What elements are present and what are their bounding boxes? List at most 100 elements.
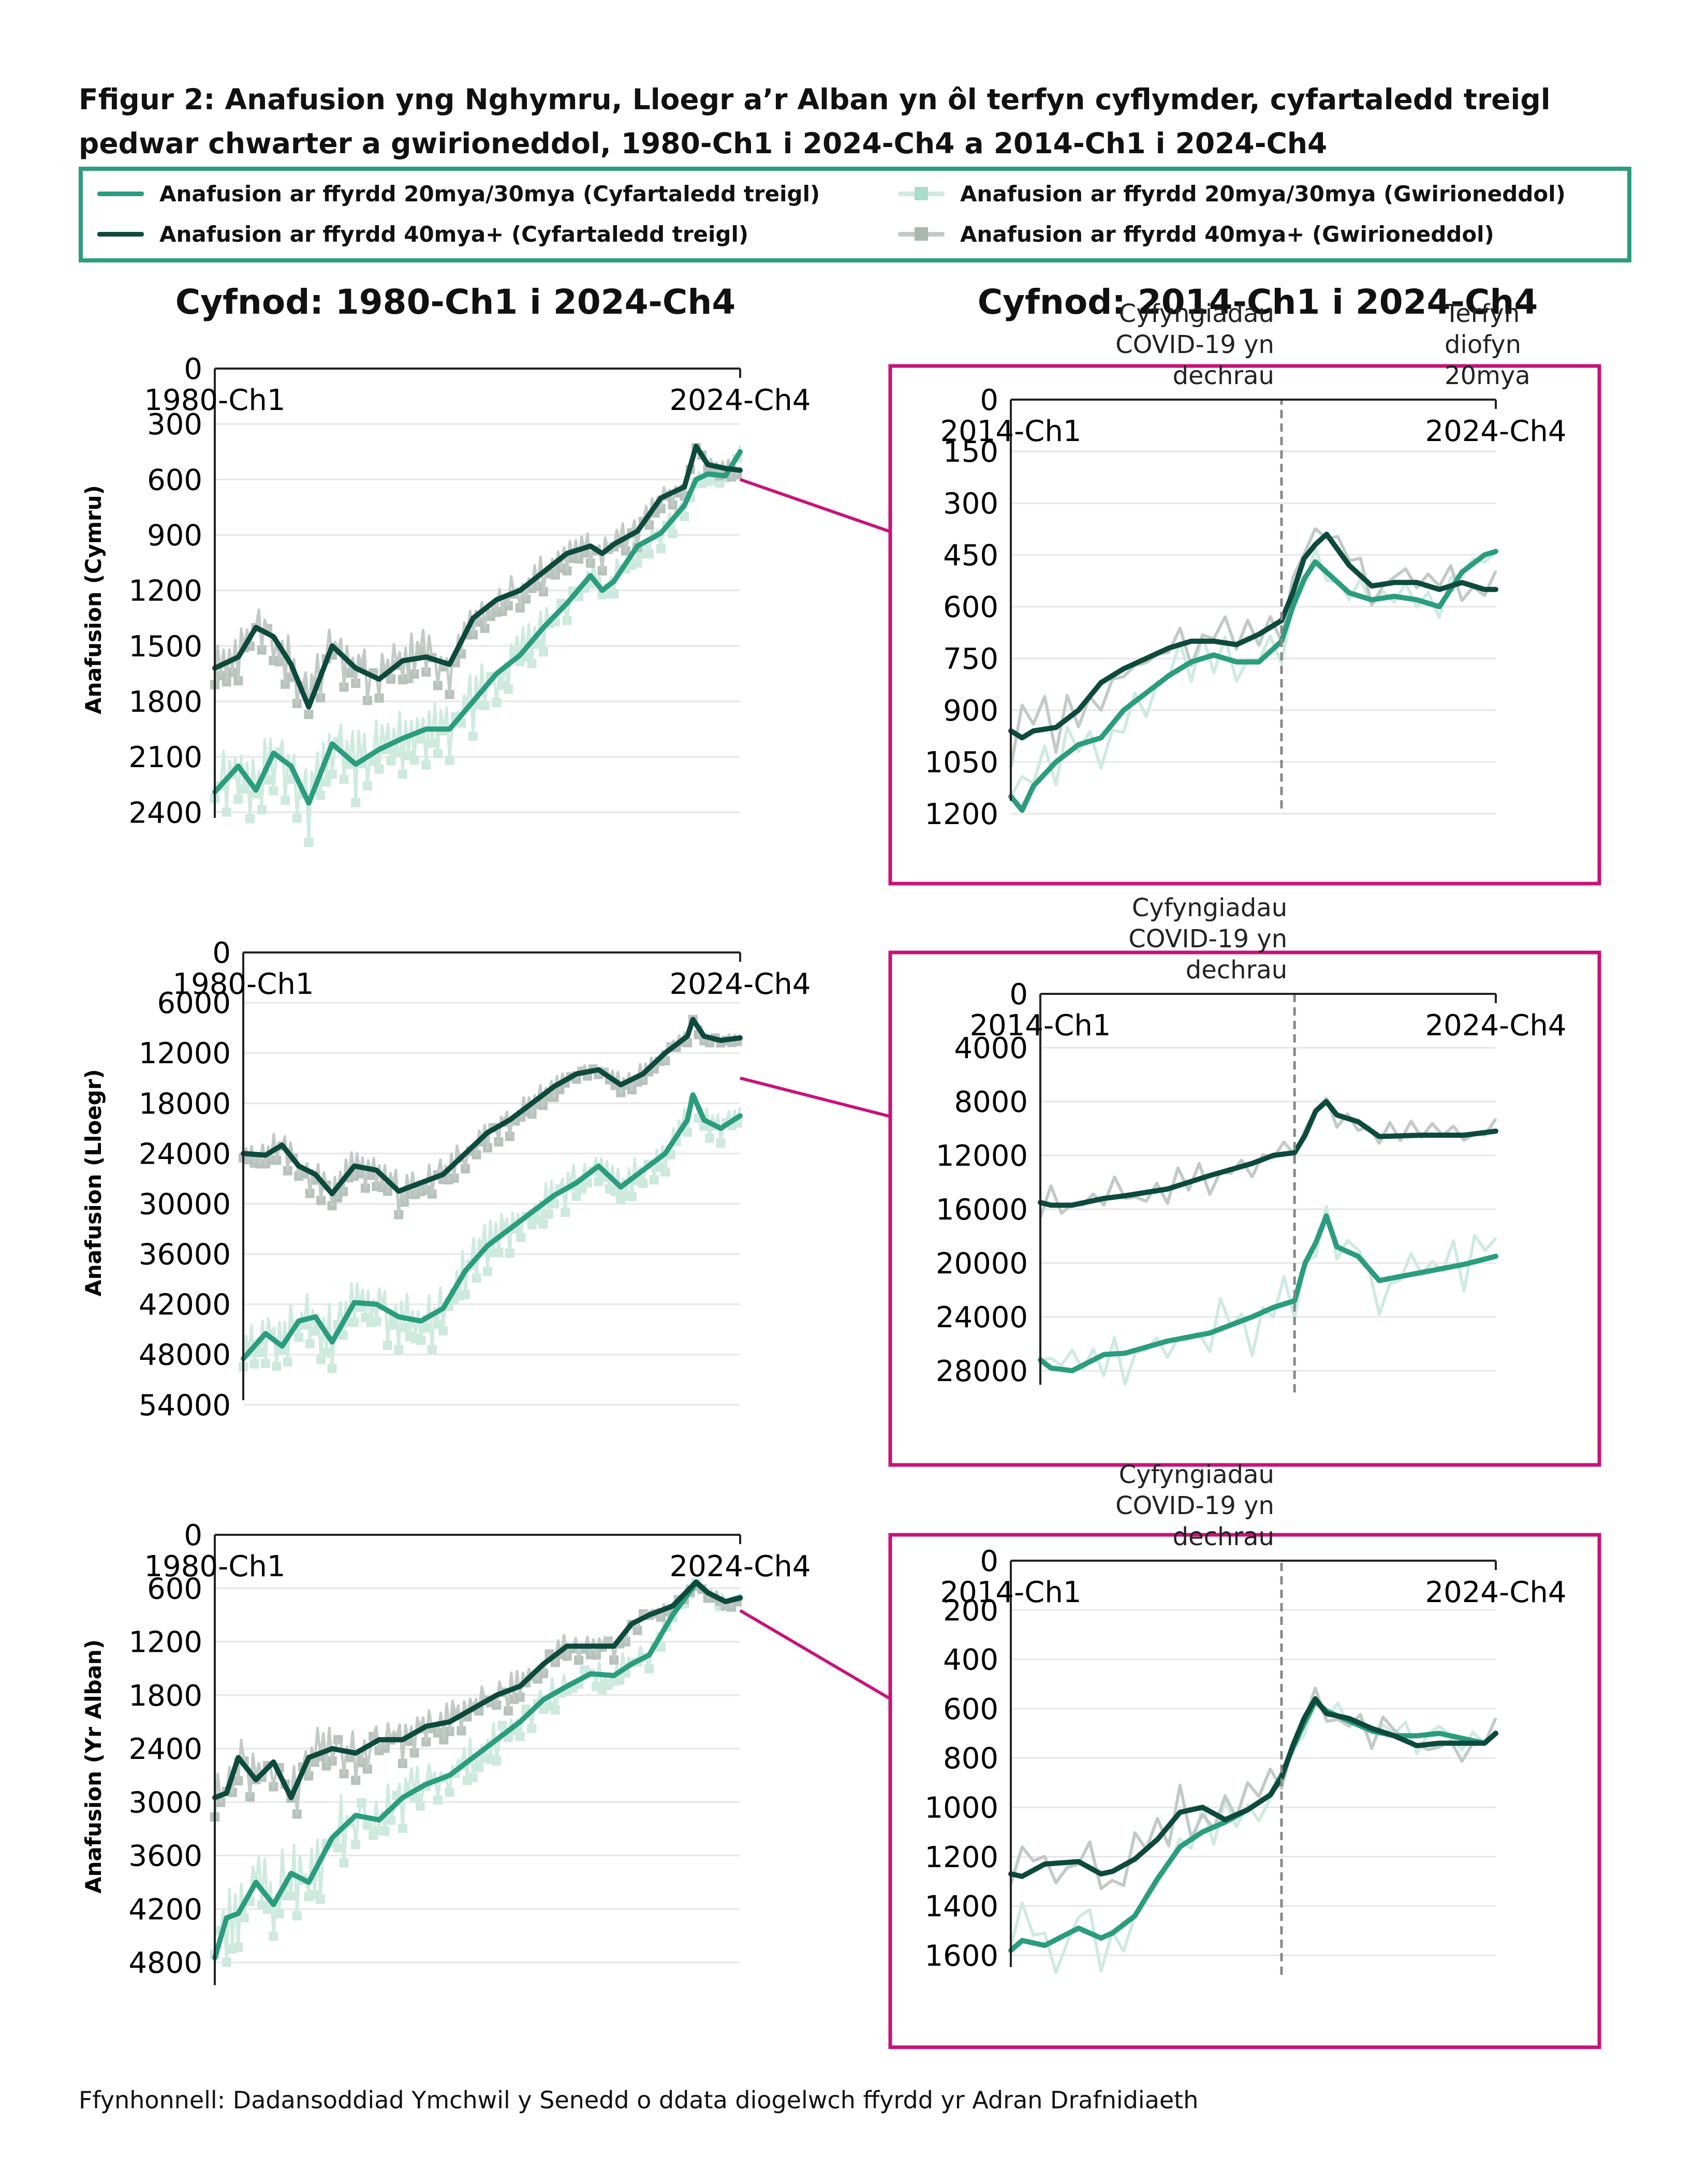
legend-marker-40-actual xyxy=(915,227,928,241)
y-tick-label: 2100 xyxy=(128,741,202,774)
y-tick-label: 3600 xyxy=(128,1840,202,1873)
x-tick-label-start: 1980-Ch1 xyxy=(144,384,286,417)
covid-annotation-line: Cyfyngiadau xyxy=(1119,299,1274,328)
y-tick-label: 30000 xyxy=(139,1187,231,1221)
y-tick-label: 900 xyxy=(147,519,202,552)
covid-annotation-line: COVID-19 yn xyxy=(1115,1491,1274,1520)
y-tick-label: 600 xyxy=(943,1693,998,1726)
y-tick-label: 0 xyxy=(212,936,231,970)
chart-england-zoom: 0 4000 8000 12000 16000 20000 24000 28000 Cyfyng… xyxy=(888,893,1601,1467)
legend-label-40-rolling: Anafusion ar ffyrdd 40mya+ (Cyfartaledd … xyxy=(159,221,749,247)
y-tick-label: 1200 xyxy=(128,575,202,608)
actual-points-40plus xyxy=(1009,1686,1497,1890)
y-tick-label: 750 xyxy=(943,642,998,676)
zoom-panel-frame xyxy=(888,950,1601,1467)
zoom-panel-frame xyxy=(888,364,1601,886)
y-tick-label: 1200 xyxy=(924,798,998,831)
y-tick-label: 2400 xyxy=(128,796,202,830)
source-note: Ffynhonnell: Dadansoddiad Ymchwil y Sene… xyxy=(79,2086,1199,2114)
x-tick-label-end: 2024-Ch4 xyxy=(1425,415,1567,448)
y-tick-label: 2400 xyxy=(128,1733,202,1766)
zoom-connector xyxy=(739,1609,891,1700)
zoom-connector xyxy=(740,478,891,533)
covid-annotation-line: Cyfyngiadau xyxy=(1132,893,1287,922)
rolling-line-20-30 xyxy=(1038,1213,1498,1373)
y-tick-label: 1000 xyxy=(924,1791,998,1825)
y-tick-label: 6000 xyxy=(157,987,231,1020)
y-tick-label: 1200 xyxy=(924,1841,998,1874)
rolling-line-20-30 xyxy=(241,1092,743,1361)
y-tick-label: 200 xyxy=(943,1594,998,1627)
legend-item-40-actual: Anafusion ar ffyrdd 40mya+ (Gwirioneddol… xyxy=(893,218,1494,250)
y-tick-label: 28000 xyxy=(936,1355,1028,1388)
legend-item-40-rolling: Anafusion ar ffyrdd 40mya+ (Cyfartaledd … xyxy=(92,218,748,250)
figure-title: Ffigur 2: Anafusion yng Nghymru, Lloegr … xyxy=(79,83,1551,160)
y-axis-label: Anafusion (Cymru) xyxy=(81,485,106,714)
legend-label-20-30-rolling: Anafusion ar ffyrdd 20mya/30mya (Cyfarta… xyxy=(159,181,820,207)
covid-annotation-line: Cyfyngiadau xyxy=(1119,1460,1274,1489)
rolling-line-20-30 xyxy=(212,1580,743,1961)
y-tick-label: 300 xyxy=(147,408,202,442)
y-tick-label: 4800 xyxy=(128,1946,202,1980)
y-tick-label: 0 xyxy=(184,1519,202,1552)
x-tick-label-start: 2014-Ch1 xyxy=(940,1576,1082,1609)
x-tick-label-end: 2024-Ch4 xyxy=(670,1550,811,1583)
y-tick-label: 36000 xyxy=(139,1238,231,1272)
y-tick-label: 1800 xyxy=(128,1679,202,1713)
actual-line xyxy=(1009,527,1497,768)
y-tick-label: 18000 xyxy=(139,1087,231,1121)
legend-label-20-30-actual: Anafusion ar ffyrdd 20mya/30mya (Gwirion… xyxy=(960,181,1566,207)
y-tick-label: 1600 xyxy=(924,1939,998,1973)
y-axis-label: Anafusion (Yr Alban) xyxy=(81,1639,106,1894)
y-tick-label: 1400 xyxy=(924,1890,998,1924)
actual-points-40plus xyxy=(1009,527,1497,768)
y-tick-label: 4000 xyxy=(954,1032,1028,1065)
actual-line xyxy=(242,1094,742,1370)
chart-scotland-zoom: 0 200 400 600 800 1000 1200 1400 1600 Cyfyngiadau… xyxy=(888,1460,1601,2049)
zoom-panel-frame xyxy=(888,1533,1601,2049)
x-tick-label-start: 1980-Ch1 xyxy=(173,967,314,1001)
actual-points-20-30 xyxy=(1040,1205,1497,1386)
x-tick-label-start: 1980-Ch1 xyxy=(144,1550,286,1583)
y-tick-label: 54000 xyxy=(139,1389,231,1422)
actual-line xyxy=(1040,1205,1497,1386)
rolling-line-40plus xyxy=(1038,1099,1498,1208)
y-tick-label: 900 xyxy=(943,694,998,728)
x-tick-label-end: 2024-Ch4 xyxy=(670,967,811,1001)
y-tick-label: 48000 xyxy=(139,1339,231,1372)
y-tick-label: 600 xyxy=(147,1572,202,1606)
y-tick-label: 600 xyxy=(943,591,998,624)
y-tick-label: 0 xyxy=(1009,978,1028,1011)
actual-line xyxy=(242,1018,742,1216)
actual-points-40plus xyxy=(239,1015,742,1220)
y-tick-label: 0 xyxy=(980,384,998,417)
y-tick-label: 150 xyxy=(943,435,998,469)
legend-item-20-30-rolling: Anafusion ar ffyrdd 20mya/30mya (Cyfarta… xyxy=(92,178,820,209)
y-axis-label: Anafusion (Lloegr) xyxy=(81,1069,106,1296)
rolling-line-40plus xyxy=(212,444,743,710)
right-column-heading: Cyfnod: 2014-Ch1 i 2024-Ch4 xyxy=(977,282,1538,322)
actual-points-20-30 xyxy=(1009,1700,1497,1974)
rolling-line-40plus xyxy=(1008,532,1498,741)
y-tick-label: 300 xyxy=(943,487,998,521)
legend-line-20-30-rolling xyxy=(97,192,144,196)
y-tick-label: 24000 xyxy=(936,1301,1028,1334)
left-column-heading: Cyfnod: 1980-Ch1 i 2024-Ch4 xyxy=(175,282,736,322)
covid-annotation: Cyfyngiadau COVID-19 yn dechrau xyxy=(1115,299,1274,390)
chart-scotland-full: 0 600 1200 1800 2400 3000 3600 4200 4800 1980-Ch1… xyxy=(81,1519,891,1985)
covid-annotation: Cyfyngiadau COVID-19 yn dechrau xyxy=(1128,893,1287,985)
x-tick-label-end: 2024-Ch4 xyxy=(1425,1009,1567,1043)
legend-line-40-rolling xyxy=(97,232,144,237)
y-tick-label: 1050 xyxy=(924,746,998,780)
x-tick-label-end: 2024-Ch4 xyxy=(670,384,811,417)
shade-annotation-line: 20mya xyxy=(1445,361,1530,390)
y-tick-label: 1500 xyxy=(128,630,202,664)
y-tick-label: 1800 xyxy=(128,685,202,719)
y-tick-label: 16000 xyxy=(936,1193,1028,1227)
legend-label-40-actual: Anafusion ar ffyrdd 40mya+ (Gwirioneddol… xyxy=(960,221,1494,247)
shade-annotation-line: Terfyn xyxy=(1444,299,1520,328)
covid-annotation-line: COVID-19 yn xyxy=(1128,925,1287,953)
actual-line xyxy=(1009,1700,1497,1974)
rolling-line-20-30 xyxy=(212,449,743,806)
